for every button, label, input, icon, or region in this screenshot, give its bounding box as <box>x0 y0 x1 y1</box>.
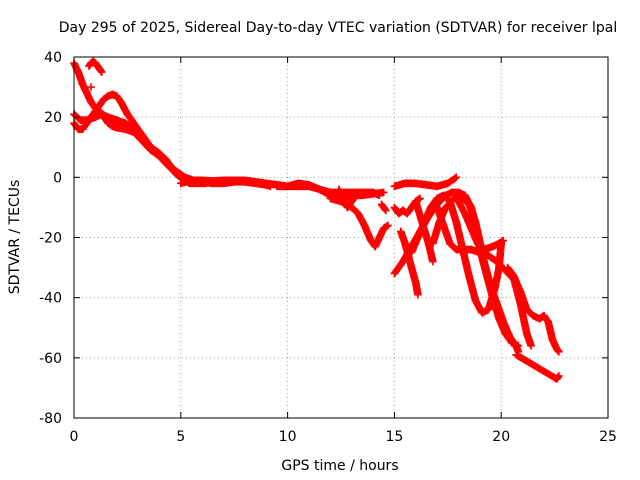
series-arc9 <box>335 185 360 212</box>
data-points <box>70 57 563 383</box>
data-point <box>379 188 388 197</box>
data-point <box>352 191 360 200</box>
x-tick-label: 25 <box>599 429 617 445</box>
data-point <box>514 342 523 350</box>
series-arc14 <box>397 227 422 299</box>
x-tick-label: 10 <box>279 429 297 445</box>
data-point <box>499 236 508 245</box>
data-point <box>416 194 424 203</box>
axis-ticks <box>73 56 609 419</box>
x-tick-label: 20 <box>492 429 510 445</box>
data-point <box>555 372 563 380</box>
y-tick-label: -40 <box>39 291 62 307</box>
series-arc7 <box>273 179 384 200</box>
x-tick-label: 0 <box>70 429 79 445</box>
data-point <box>382 206 390 215</box>
series-arc16 <box>411 197 437 266</box>
series-arc21 <box>512 351 563 383</box>
data-point <box>555 348 563 356</box>
y-tick-label: 0 <box>53 170 62 186</box>
y-tick-label: 40 <box>44 50 62 66</box>
series-arc5 <box>87 83 95 91</box>
x-tick-label: 5 <box>176 429 185 445</box>
series-arc11 <box>390 173 461 191</box>
data-point <box>452 173 461 182</box>
x-axis-label: GPS time / hours <box>281 458 398 474</box>
data-point <box>97 68 106 76</box>
x-tick-labels: 0 5 10 15 20 25 <box>70 429 617 445</box>
y-tick-label: -20 <box>39 231 62 247</box>
data-point <box>87 83 95 91</box>
chart-title: Day 295 of 2025, Sidereal Day-to-day VTE… <box>59 20 617 36</box>
y-tick-label: -80 <box>39 411 62 427</box>
series-arc10 <box>377 200 390 215</box>
data-point <box>384 221 392 230</box>
data-point <box>414 290 422 299</box>
data-point <box>429 257 437 266</box>
y-tick-label: 20 <box>44 110 62 126</box>
series-arc19 <box>454 197 508 254</box>
data-point <box>527 342 535 350</box>
y-tick-labels: 40 20 0 -20 -40 -60 -80 <box>39 50 62 427</box>
series-arc20 <box>503 263 563 356</box>
data-point <box>375 191 384 200</box>
x-tick-label: 15 <box>385 429 403 445</box>
y-tick-label: -60 <box>39 351 62 367</box>
y-axis-label: SDTVAR / TECUs <box>7 180 23 295</box>
series-arc4 <box>85 57 106 76</box>
